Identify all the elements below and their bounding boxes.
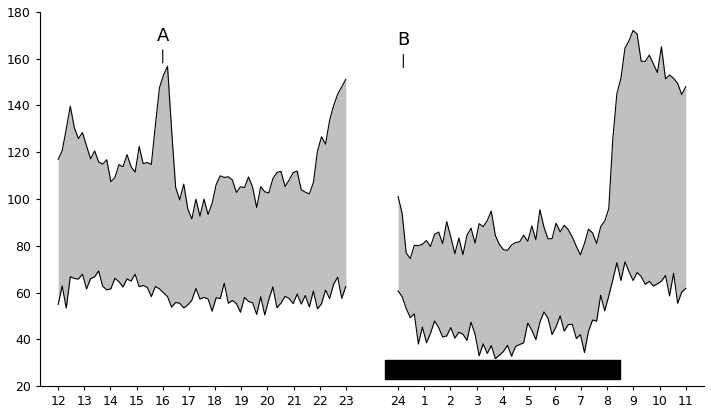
Text: A: A <box>156 27 169 45</box>
Text: B: B <box>397 32 410 49</box>
